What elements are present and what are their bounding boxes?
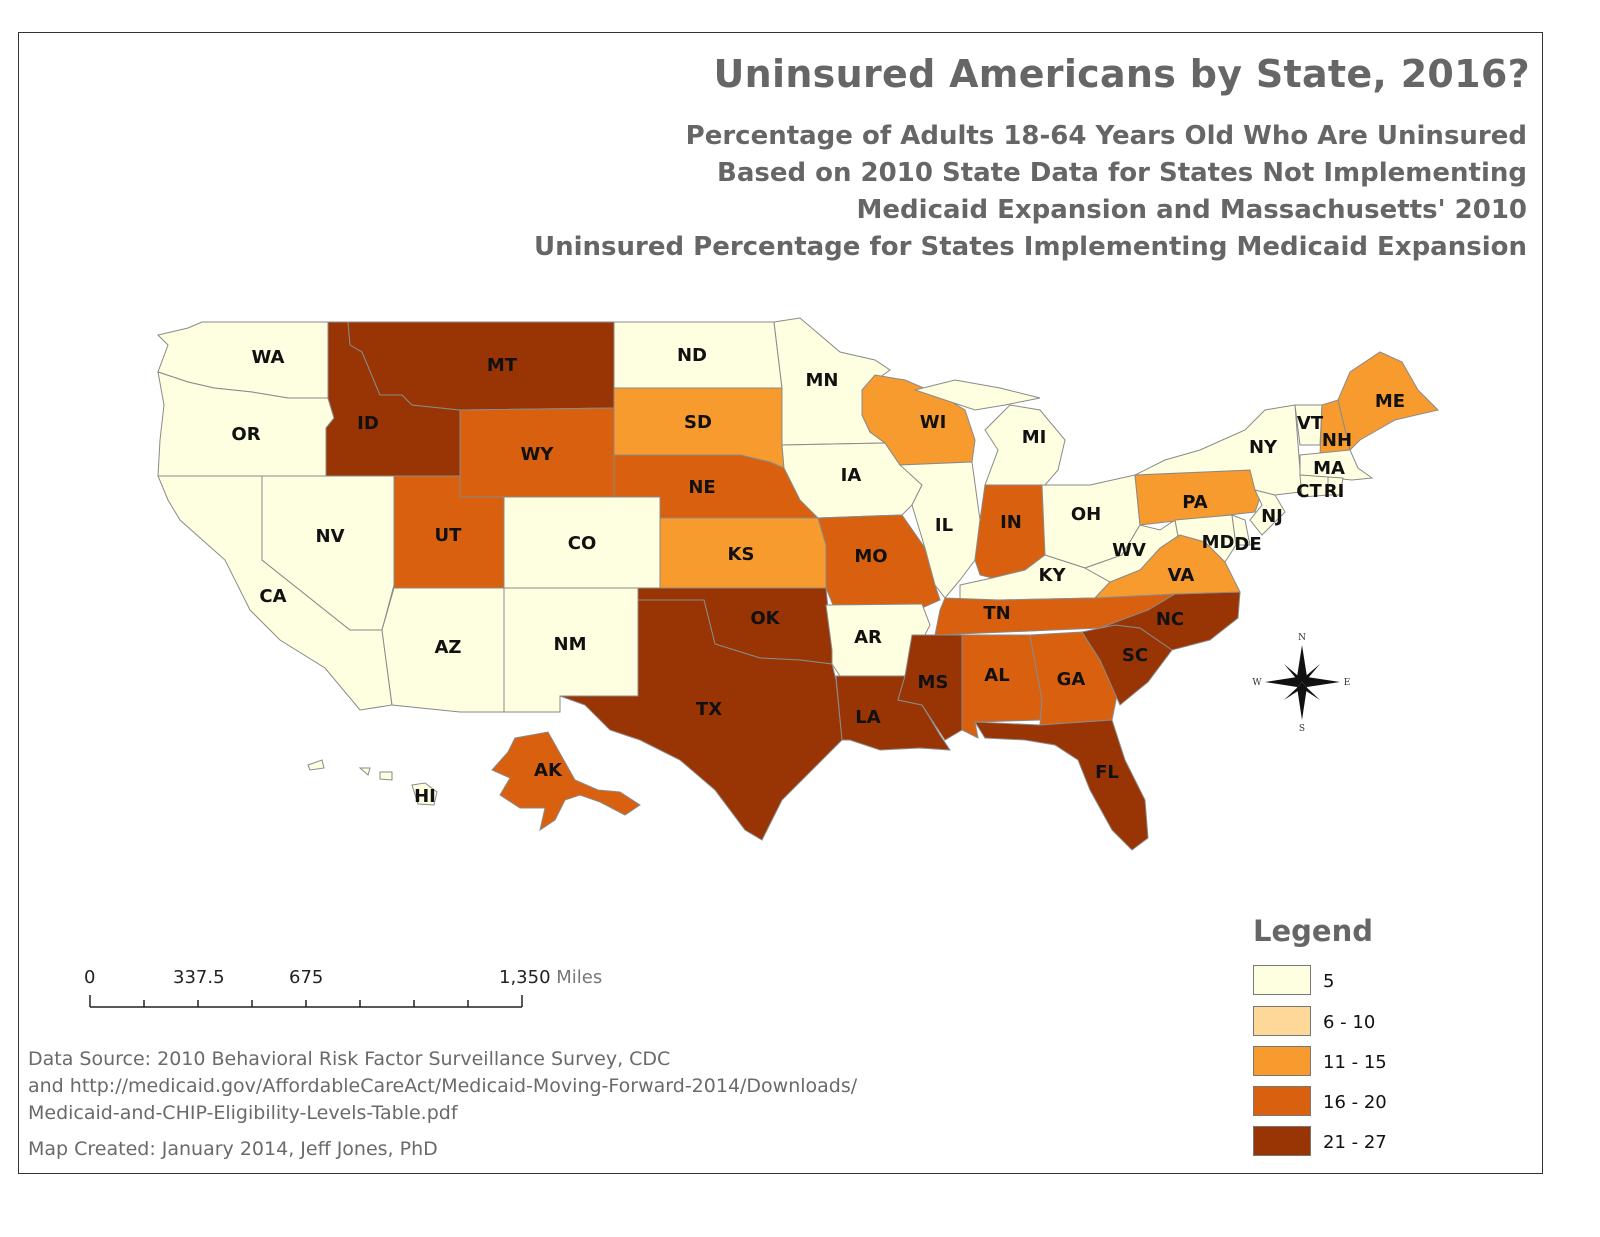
scale-tick-3: 1,350 Miles — [499, 967, 602, 988]
subtitle-line: Percentage of Adults 18-64 Years Old Who… — [685, 121, 1527, 151]
legend-label: 16 - 20 — [1323, 1092, 1387, 1113]
state-me[interactable] — [1337, 351, 1439, 451]
label-nc: NC — [1156, 609, 1184, 630]
legend-swatch — [1253, 1046, 1311, 1076]
label-ma: MA — [1313, 458, 1345, 479]
label-ga: GA — [1057, 669, 1086, 690]
map-subtitle: Percentage of Adults 18-64 Years Old Who… — [534, 118, 1527, 266]
legend-label: 5 — [1323, 971, 1335, 992]
label-co: CO — [568, 533, 597, 554]
label-ca: CA — [259, 586, 286, 607]
source-line: Medicaid-and-CHIP-Eligibility-Levels-Tab… — [28, 1102, 458, 1124]
label-pa: PA — [1182, 492, 1208, 513]
label-ok: OK — [750, 608, 780, 629]
label-nv: NV — [316, 526, 345, 547]
state-fl[interactable] — [974, 719, 1149, 851]
label-ut: UT — [435, 525, 463, 546]
label-wy: WY — [521, 444, 555, 465]
label-ky: KY — [1039, 565, 1067, 586]
compass-w: W — [1252, 678, 1262, 688]
label-mi: MI — [1022, 427, 1047, 448]
label-or: OR — [231, 424, 260, 445]
label-oh: OH — [1071, 504, 1101, 525]
scale-tick-0: 0 — [84, 967, 96, 988]
map-credit: Map Created: January 2014, Jeff Jones, P… — [28, 1138, 438, 1160]
state-de[interactable] — [1231, 514, 1251, 546]
label-id: ID — [357, 413, 379, 434]
label-nh: NH — [1322, 430, 1352, 451]
legend-swatch — [1253, 1006, 1311, 1036]
legend-swatch — [1253, 1126, 1311, 1156]
label-nd: ND — [677, 345, 707, 366]
label-sc: SC — [1122, 645, 1148, 666]
label-ct: CT — [1296, 481, 1322, 502]
state-ri[interactable] — [1327, 476, 1344, 496]
label-mn: MN — [806, 370, 839, 391]
state-nc[interactable] — [1099, 591, 1241, 651]
label-ak: AK — [534, 760, 563, 781]
scale-bar — [89, 995, 523, 1008]
scale-tick-1: 337.5 — [173, 967, 225, 988]
label-il: IL — [935, 515, 953, 536]
label-md: MD — [1202, 532, 1235, 553]
label-wv: WV — [1112, 540, 1146, 561]
state-hi[interactable] — [307, 759, 438, 806]
legend-label: 6 - 10 — [1323, 1012, 1376, 1033]
label-ny: NY — [1249, 437, 1278, 458]
label-me: ME — [1375, 391, 1405, 412]
label-wa: WA — [252, 347, 285, 368]
label-in: IN — [1000, 512, 1022, 533]
label-ia: IA — [841, 465, 862, 486]
label-ne: NE — [688, 477, 715, 498]
data-source: Data Source: 2010 Behavioral Risk Factor… — [28, 1046, 857, 1127]
state-wi[interactable] — [861, 374, 976, 466]
label-az: AZ — [435, 637, 462, 658]
label-tn: TN — [983, 603, 1010, 624]
label-fl: FL — [1095, 762, 1119, 783]
label-al: AL — [984, 665, 1009, 686]
label-ar: AR — [854, 627, 882, 648]
state-al[interactable] — [961, 634, 1043, 739]
label-nj: NJ — [1261, 506, 1283, 527]
scale-tick-3-value: 1,350 — [499, 967, 551, 988]
label-la: LA — [855, 707, 880, 728]
map-title: Uninsured Americans by State, 2016? — [713, 52, 1530, 96]
label-ks: KS — [728, 544, 755, 565]
label-ms: MS — [918, 672, 949, 693]
label-nm: NM — [554, 634, 587, 655]
state-ak[interactable] — [491, 731, 641, 832]
state-mi[interactable] — [913, 379, 1066, 486]
compass-e: E — [1344, 678, 1351, 688]
source-line: and http://medicaid.gov/AffordableCareAc… — [28, 1075, 858, 1097]
subtitle-line: Medicaid Expansion and Massachusetts' 20… — [856, 195, 1527, 225]
source-line: Data Source: 2010 Behavioral Risk Factor… — [28, 1048, 671, 1070]
legend-title: Legend — [1253, 914, 1373, 948]
legend-swatch — [1253, 965, 1311, 995]
label-ri: RI — [1324, 481, 1345, 502]
label-hi: HI — [414, 786, 436, 807]
label-vt: VT — [1297, 413, 1324, 434]
compass-s: S — [1299, 724, 1305, 734]
compass-n: N — [1298, 633, 1306, 643]
legend-label: 21 - 27 — [1323, 1132, 1387, 1153]
subtitle-line: Uninsured Percentage for States Implemen… — [533, 232, 1527, 262]
label-tx: TX — [696, 699, 722, 720]
state-mo[interactable] — [817, 514, 941, 611]
scale-unit: Miles — [556, 967, 603, 988]
label-sd: SD — [684, 412, 712, 433]
label-de: DE — [1234, 534, 1261, 555]
state-tx[interactable] — [559, 599, 843, 841]
legend-label: 11 - 15 — [1323, 1052, 1387, 1073]
subtitle-line: Based on 2010 State Data for States Not … — [717, 158, 1527, 188]
scale-tick-2: 675 — [289, 967, 324, 988]
legend-swatch — [1253, 1086, 1311, 1116]
label-mt: MT — [487, 355, 518, 376]
label-va: VA — [1168, 565, 1195, 586]
compass-icon: N S W E — [1252, 633, 1350, 734]
label-wi: WI — [920, 412, 947, 433]
label-mo: MO — [854, 546, 887, 567]
